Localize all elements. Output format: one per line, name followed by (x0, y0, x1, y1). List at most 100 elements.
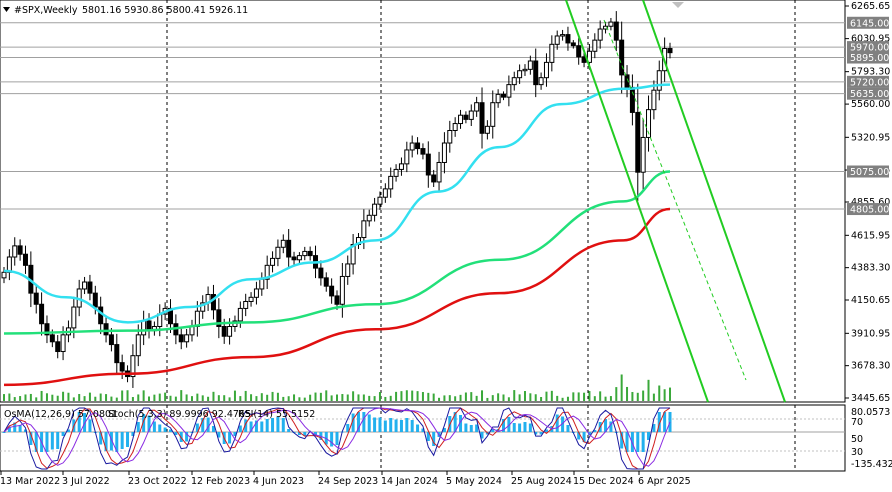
candle-body-42 (227, 326, 233, 337)
volume-bar-79 (427, 392, 430, 401)
osma-bar-118 (636, 432, 640, 452)
volume-bar-96 (518, 394, 521, 401)
candle-body-46 (248, 296, 254, 302)
volume-bar-120 (647, 379, 650, 401)
osma-bar-122 (657, 412, 661, 432)
candle-body-7 (39, 303, 45, 325)
candle-body-20 (108, 334, 114, 346)
osma-bar-69 (373, 417, 377, 432)
volume-bar-38 (207, 396, 210, 401)
osma-bar-4 (23, 429, 27, 432)
candle-body-75 (404, 149, 410, 165)
volume-bar-99 (534, 394, 537, 401)
volume-bar-24 (131, 397, 134, 401)
ma-line-slow (3, 207, 671, 387)
candle-body-16 (87, 281, 93, 294)
volume-bar-92 (497, 393, 500, 401)
y-tick-label-8: 4383.30 (851, 263, 890, 274)
osma-bar-76 (410, 420, 414, 432)
candle-body-96 (517, 70, 523, 79)
osma-bar-56 (303, 432, 307, 436)
candle-body-122 (656, 70, 662, 91)
volume-bar-114 (615, 387, 618, 401)
volume-bar-103 (556, 395, 559, 401)
osma-bar-58 (314, 432, 318, 435)
volume-bar-87 (470, 392, 473, 401)
candle-body-86 (463, 114, 469, 120)
volume-bar-88 (475, 395, 478, 401)
osma-bar-21 (115, 432, 119, 452)
volume-bar-86 (464, 392, 467, 401)
osma-bar-50 (271, 418, 275, 432)
volume-bar-95 (513, 390, 516, 401)
volume-bar-102 (550, 390, 553, 401)
volume-bar-71 (384, 396, 387, 401)
volume-bar-57 (309, 394, 312, 401)
candle-body-40 (216, 309, 222, 328)
volume-bar-5 (29, 393, 32, 401)
candle-body-19 (103, 323, 109, 336)
y-tick-label-2: 5793.30 (851, 67, 890, 78)
osma-bar-86 (464, 423, 468, 432)
candle-body-90 (484, 125, 490, 134)
candle-body-81 (436, 161, 442, 183)
candle-body-93 (501, 93, 506, 98)
volume-bar-117 (631, 391, 634, 401)
candle-body-0 (1, 271, 7, 279)
volume-bar-82 (443, 395, 446, 401)
osma-bar-42 (228, 432, 232, 444)
volume-bar-83 (448, 395, 451, 401)
y-tick-label-0: 6265.65 (851, 1, 890, 12)
volume-bar-47 (255, 396, 258, 401)
osma-bar-10 (56, 432, 60, 449)
volume-bar-22 (121, 390, 124, 401)
volume-bar-52 (282, 396, 285, 401)
volume-bar-77 (416, 391, 419, 401)
osma-bar-115 (620, 432, 624, 449)
volume-bar-90 (486, 397, 489, 401)
candle-body-21 (114, 344, 120, 364)
candle-body-13 (71, 306, 77, 329)
osma-bar-24 (131, 432, 135, 436)
osma-bar-22 (120, 432, 124, 449)
volume-bar-64 (346, 394, 349, 401)
osma-bar-101 (544, 429, 548, 432)
volume-bar-121 (652, 393, 655, 401)
chart-shift-icon[interactable] (672, 2, 684, 8)
dropdown-triangle-icon[interactable] (3, 7, 10, 12)
osma-bar-91 (491, 429, 495, 432)
volume-bar-39 (212, 391, 215, 401)
osma-bar-6 (34, 432, 38, 452)
candle-body-18 (98, 306, 104, 325)
volume-bar-54 (293, 394, 296, 401)
osma-bar-113 (609, 421, 613, 432)
volume-bar-4 (24, 394, 27, 401)
candle-body-51 (275, 246, 281, 259)
volume-bar-58 (314, 392, 317, 401)
osma-bar-11 (61, 432, 65, 436)
candle-body-83 (447, 130, 453, 144)
indicator-series (0, 407, 845, 470)
rsi-line (3, 407, 671, 467)
candle-body-65 (350, 243, 356, 265)
volume-bar-67 (362, 394, 365, 401)
osma-bar-1 (7, 426, 11, 432)
volume-bar-46 (250, 394, 253, 401)
osma-bar-82 (442, 428, 446, 432)
osma-bar-110 (593, 430, 597, 432)
osma-bar-85 (459, 415, 463, 432)
volume-bar-3 (19, 396, 22, 401)
channel-line-mid (603, 19, 747, 381)
candle-body-25 (135, 334, 141, 357)
volume-bar-89 (481, 390, 484, 401)
volume-bar-42 (228, 397, 231, 401)
candle-body-89 (479, 102, 485, 134)
candle-body-71 (382, 188, 388, 198)
osma-bar-30 (163, 427, 167, 432)
y-tick-label-12: 3445.65 (851, 393, 890, 404)
volume-bar-91 (491, 395, 494, 401)
volume-bar-34 (185, 394, 188, 401)
y-tick-label-1: 6030.95 (851, 34, 890, 45)
